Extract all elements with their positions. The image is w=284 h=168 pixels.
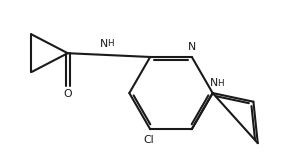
Text: Cl: Cl [143, 135, 154, 145]
Text: H: H [107, 39, 114, 48]
Text: N: N [188, 42, 196, 52]
Text: N: N [210, 78, 218, 88]
Text: N: N [99, 39, 108, 49]
Text: H: H [217, 79, 224, 88]
Text: O: O [63, 89, 72, 99]
